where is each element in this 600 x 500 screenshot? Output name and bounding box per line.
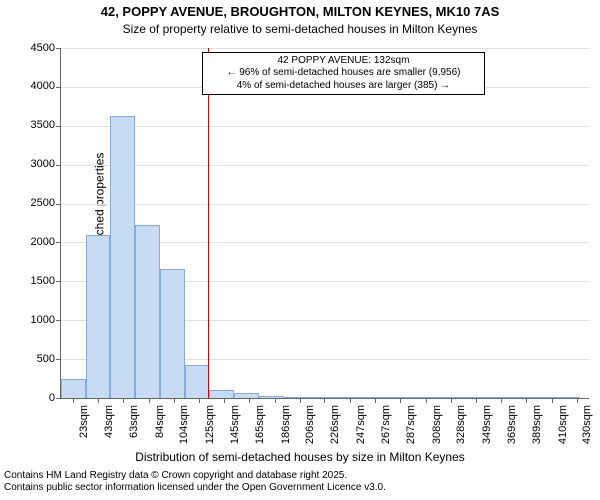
annotation-line2: ← 96% of semi-detached houses are smalle… [207,67,480,80]
histogram-bar [506,397,531,398]
xtick-mark [350,398,351,403]
xtick-mark [174,398,175,403]
annotation-line3: 4% of semi-detached houses are larger (3… [207,80,480,93]
ytick-label: 2000 [15,236,55,248]
ytick-mark [56,87,61,88]
xtick-label: 43sqm [103,405,115,438]
xtick-mark [501,398,502,403]
histogram-bar [259,396,284,398]
histogram-bar [209,390,234,398]
marker-line [208,48,209,398]
ytick-mark [56,320,61,321]
xtick-mark [73,398,74,403]
gridline [61,165,589,166]
page-subtitle: Size of property relative to semi-detach… [0,22,600,36]
xtick-mark [98,398,99,403]
xtick-label: 186sqm [280,405,292,444]
footer-line1: Contains HM Land Registry data © Crown c… [4,470,386,482]
ytick-label: 2500 [15,197,55,209]
ytick-label: 0 [15,392,55,404]
ytick-mark [56,242,61,243]
gridline [61,204,589,205]
ytick-label: 1000 [15,314,55,326]
ytick-label: 500 [15,353,55,365]
histogram-bar [432,397,457,398]
histogram-bar [135,225,160,398]
xtick-mark [123,398,124,403]
xtick-label: 328sqm [455,405,467,444]
histogram-bar [382,397,407,398]
xtick-label: 84sqm [154,405,166,438]
ytick-label: 1500 [15,275,55,287]
xtick-label: 389sqm [531,405,543,444]
xtick-mark [324,398,325,403]
ytick-mark [56,48,61,49]
ytick-label: 3500 [15,119,55,131]
xtick-mark [199,398,200,403]
ytick-mark [56,281,61,282]
gridline [61,48,589,49]
footer-line2: Contains public sector information licen… [4,482,386,494]
xtick-mark [375,398,376,403]
ytick-mark [56,204,61,205]
xtick-label: 410sqm [557,405,569,444]
x-axis-label: Distribution of semi-detached houses by … [0,450,600,464]
ytick-mark [56,398,61,399]
xtick-mark [451,398,452,403]
gridline [61,126,589,127]
histogram-bar [61,379,86,398]
xtick-mark [275,398,276,403]
histogram-bar [481,397,506,398]
histogram-bar [86,235,111,398]
page-title: 42, POPPY AVENUE, BROUGHTON, MILTON KEYN… [0,4,600,19]
xtick-mark [526,398,527,403]
annotation-box: 42 POPPY AVENUE: 132sqm← 96% of semi-det… [202,52,485,96]
histogram-bar [160,269,185,398]
histogram-bar [284,397,309,398]
xtick-label: 165sqm [254,405,266,444]
ytick-label: 3000 [15,158,55,170]
xtick-mark [476,398,477,403]
xtick-label: 63sqm [128,405,140,438]
xtick-label: 267sqm [380,405,392,444]
xtick-mark [400,398,401,403]
xtick-label: 430sqm [582,405,594,444]
xtick-label: 226sqm [329,405,341,444]
xtick-mark [426,398,427,403]
xtick-label: 308sqm [431,405,443,444]
ytick-label: 4000 [15,80,55,92]
xtick-mark [249,398,250,403]
ytick-mark [56,126,61,127]
xtick-label: 145sqm [229,405,241,444]
footer-attribution: Contains HM Land Registry data © Crown c… [4,470,386,494]
xtick-mark [300,398,301,403]
histogram-bar [333,397,358,398]
xtick-label: 369sqm [506,405,518,444]
histogram-bar [308,397,333,398]
histogram-bar [234,393,259,398]
xtick-mark [577,398,578,403]
xtick-mark [149,398,150,403]
xtick-label: 23sqm [78,405,90,438]
xtick-label: 125sqm [204,405,216,444]
histogram-bar [407,397,432,398]
histogram-bar [358,397,383,398]
xtick-label: 104sqm [178,405,190,444]
histogram-bar [110,116,135,398]
ytick-mark [56,359,61,360]
xtick-label: 287sqm [405,405,417,444]
histogram-bar [457,397,482,398]
xtick-mark [224,398,225,403]
xtick-mark [552,398,553,403]
annotation-line1: 42 POPPY AVENUE: 132sqm [207,55,480,68]
ytick-mark [56,165,61,166]
xtick-label: 349sqm [481,405,493,444]
histogram-plot: 05001000150020002500300035004000450023sq… [60,48,589,399]
histogram-bar [185,365,210,398]
ytick-label: 4500 [15,42,55,54]
xtick-label: 247sqm [355,405,367,444]
xtick-label: 206sqm [305,405,317,444]
